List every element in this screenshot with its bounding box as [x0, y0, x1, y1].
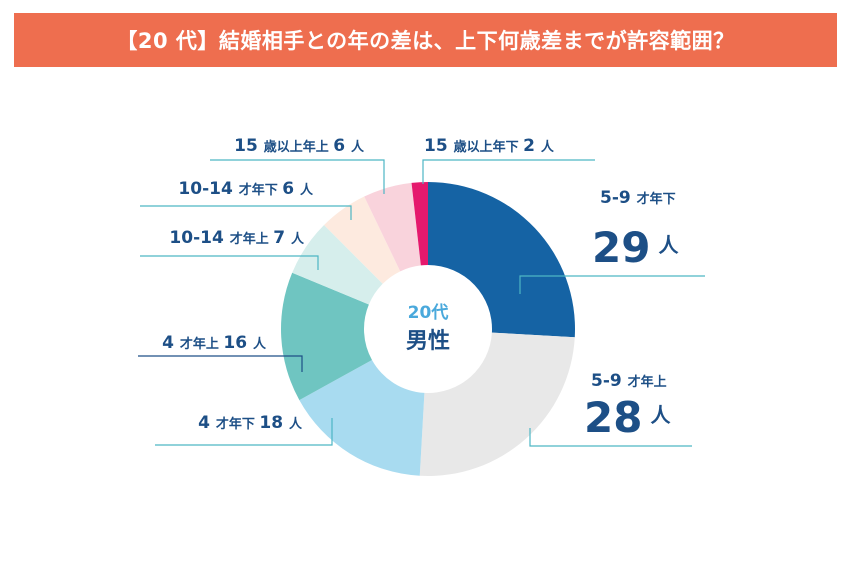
- donut-slice-7: [411, 182, 428, 266]
- slice-label-6: 15 歳以上年上 6 人: [234, 136, 365, 156]
- slice-label-7: 15 歳以上年下 2 人: [424, 136, 555, 156]
- leader-line-0: [519, 275, 705, 294]
- leader-line-4: [140, 255, 319, 270]
- donut-slice-0: [428, 181, 575, 338]
- slice-value-0: 29 人: [592, 223, 679, 272]
- leader-line-7: [422, 159, 595, 184]
- chart-title: 【20 代】結婚相手との年の差は、上下何歳差までが許容範囲？: [14, 13, 837, 67]
- slice-label-3: 4 才年上 16 人: [162, 333, 267, 353]
- donut-slice-6: [364, 182, 421, 272]
- leader-line-6: [210, 159, 385, 194]
- donut-slice-4: [292, 225, 383, 305]
- slice-value-1: 28 人: [584, 393, 671, 442]
- center-label-gender: 男性: [406, 329, 450, 354]
- center-label-age: 20代: [408, 302, 449, 323]
- leader-line-2: [155, 418, 333, 446]
- slice-label-2: 4 才年下 18 人: [198, 413, 303, 433]
- leader-line-3: [138, 355, 303, 372]
- donut-slice-1: [419, 332, 575, 476]
- slice-label-5: 10-14 才年下 6 人: [178, 179, 314, 199]
- leader-line-1: [529, 428, 692, 447]
- leader-line-5: [140, 205, 352, 220]
- slice-label-4: 10-14 才年上 7 人: [169, 228, 305, 248]
- slice-label-0: 5-9 才年下: [600, 188, 676, 208]
- slice-label-1: 5-9 才年上: [591, 371, 667, 391]
- donut-slice-3: [281, 272, 372, 401]
- donut-slice-5: [324, 196, 401, 284]
- donut-slice-2: [299, 359, 425, 476]
